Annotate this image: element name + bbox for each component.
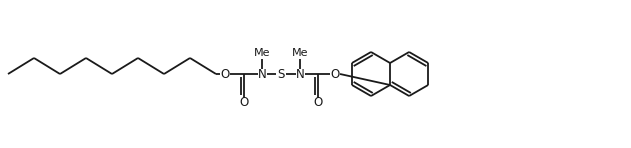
Text: Me: Me: [254, 48, 270, 58]
Text: N: N: [257, 67, 266, 81]
Text: Me: Me: [292, 48, 309, 58]
Text: O: O: [239, 96, 249, 110]
Text: N: N: [296, 67, 304, 81]
Text: O: O: [314, 96, 322, 110]
Text: S: S: [277, 67, 285, 81]
Text: O: O: [331, 67, 339, 81]
Text: O: O: [220, 67, 230, 81]
